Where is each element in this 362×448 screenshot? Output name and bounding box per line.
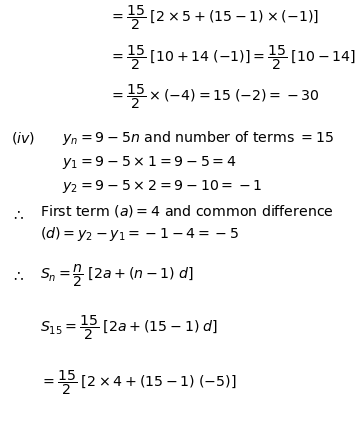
Text: $y_n = 9-5n$ and number of terms $= 15$: $y_n = 9-5n$ and number of terms $= 15$	[62, 129, 333, 146]
Text: $\therefore$: $\therefore$	[11, 207, 25, 222]
Text: $S_{15} = \dfrac{15}{2}\;[2a + (15-1)\;d]$: $S_{15} = \dfrac{15}{2}\;[2a + (15-1)\;d…	[40, 314, 218, 342]
Text: $y_2 = 9-5 \times 2 = 9-10 = -1$: $y_2 = 9-5 \times 2 = 9-10 = -1$	[62, 178, 262, 195]
Text: $(iv)$: $(iv)$	[11, 129, 35, 146]
Text: $y_1 = 9-5 \times 1 = 9-5 = 4$: $y_1 = 9-5 \times 1 = 9-5 = 4$	[62, 154, 236, 171]
Text: First term $(a) = 4$ and common difference: First term $(a) = 4$ and common differen…	[40, 202, 334, 219]
Text: $= \dfrac{15}{2} \times (-4) = 15\;(-2) = -30$: $= \dfrac{15}{2} \times (-4) = 15\;(-2) …	[109, 83, 320, 112]
Text: $S_n = \dfrac{n}{2}\;[2a + (n-1)\;d]$: $S_n = \dfrac{n}{2}\;[2a + (n-1)\;d]$	[40, 263, 193, 289]
Text: $\therefore$: $\therefore$	[11, 268, 25, 283]
Text: $= \dfrac{15}{2}\;[2 \times 5 + (15-1) \times (-1)]$: $= \dfrac{15}{2}\;[2 \times 5 + (15-1) \…	[109, 4, 319, 32]
Text: $(d) = y_2 - y_1 = -1-4 = -5$: $(d) = y_2 - y_1 = -1-4 = -5$	[40, 225, 239, 243]
Text: $= \dfrac{15}{2}\;[10 + 14\;(-1)] = \dfrac{15}{2}\;[10-14]$: $= \dfrac{15}{2}\;[10 + 14\;(-1)] = \dfr…	[109, 44, 355, 73]
Text: $= \dfrac{15}{2}\;[2 \times 4 + (15-1)\;(-5)]$: $= \dfrac{15}{2}\;[2 \times 4 + (15-1)\;…	[40, 369, 236, 397]
